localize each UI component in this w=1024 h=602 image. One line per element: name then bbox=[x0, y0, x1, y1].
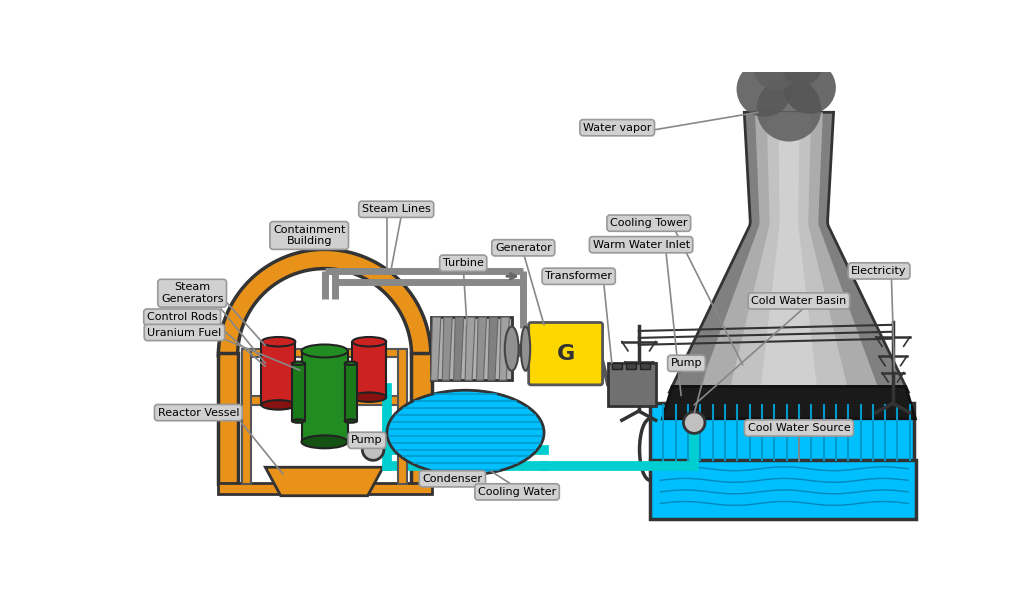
Bar bbox=[640, 363, 649, 370]
Ellipse shape bbox=[521, 326, 530, 371]
Text: Cold Water Basin: Cold Water Basin bbox=[752, 296, 847, 306]
Bar bbox=[345, 363, 357, 421]
Text: Reactor Vessel: Reactor Vessel bbox=[158, 408, 239, 418]
Polygon shape bbox=[265, 467, 383, 495]
Bar bbox=[243, 349, 406, 357]
FancyBboxPatch shape bbox=[528, 323, 602, 385]
Text: Containment
Building: Containment Building bbox=[273, 225, 345, 246]
Ellipse shape bbox=[387, 390, 544, 475]
Circle shape bbox=[362, 439, 384, 461]
Polygon shape bbox=[454, 317, 464, 380]
Text: Control Rods: Control Rods bbox=[146, 312, 217, 322]
Circle shape bbox=[683, 412, 705, 433]
Circle shape bbox=[769, 31, 804, 67]
Bar bbox=[411, 353, 432, 484]
Text: Electricity: Electricity bbox=[851, 266, 906, 276]
Polygon shape bbox=[670, 113, 908, 392]
Ellipse shape bbox=[301, 435, 348, 448]
Ellipse shape bbox=[261, 400, 295, 409]
Text: Pump: Pump bbox=[671, 358, 702, 368]
Circle shape bbox=[783, 61, 836, 114]
Text: Transformer: Transformer bbox=[545, 272, 612, 281]
Polygon shape bbox=[431, 317, 441, 380]
Text: G: G bbox=[556, 344, 574, 364]
Polygon shape bbox=[500, 317, 509, 380]
Bar bbox=[243, 396, 406, 405]
Bar bbox=[292, 363, 304, 421]
Bar bbox=[352, 342, 386, 397]
Text: Cool Water Source: Cool Water Source bbox=[748, 423, 850, 433]
Text: Steam Lines: Steam Lines bbox=[361, 204, 430, 214]
Bar bbox=[611, 363, 622, 370]
Circle shape bbox=[763, 20, 792, 50]
Bar bbox=[217, 483, 432, 494]
Circle shape bbox=[757, 77, 821, 141]
Polygon shape bbox=[760, 113, 817, 392]
Text: Turbine: Turbine bbox=[442, 258, 483, 268]
Circle shape bbox=[754, 45, 798, 90]
Bar bbox=[397, 349, 407, 484]
Text: Condenser: Condenser bbox=[423, 474, 482, 484]
Ellipse shape bbox=[352, 393, 386, 402]
Bar bbox=[626, 363, 636, 370]
Text: Cooling Tower: Cooling Tower bbox=[610, 218, 687, 228]
Text: Pump: Pump bbox=[351, 435, 383, 445]
Bar bbox=[243, 349, 252, 484]
Text: Uranium Fuel: Uranium Fuel bbox=[147, 327, 221, 338]
Polygon shape bbox=[698, 113, 880, 392]
Polygon shape bbox=[476, 317, 486, 380]
Bar bbox=[608, 363, 655, 406]
Circle shape bbox=[781, 44, 823, 85]
Polygon shape bbox=[650, 459, 915, 519]
Bar bbox=[650, 403, 913, 461]
Ellipse shape bbox=[301, 344, 348, 358]
Polygon shape bbox=[729, 113, 849, 392]
Polygon shape bbox=[218, 249, 431, 356]
Bar bbox=[261, 342, 295, 405]
Text: Cooling Water: Cooling Water bbox=[478, 487, 556, 497]
Ellipse shape bbox=[345, 420, 357, 423]
Ellipse shape bbox=[352, 337, 386, 347]
Bar bbox=[431, 317, 512, 380]
Polygon shape bbox=[442, 317, 453, 380]
Text: Water vapor: Water vapor bbox=[583, 123, 651, 132]
Text: Steam
Generators: Steam Generators bbox=[161, 282, 223, 304]
Ellipse shape bbox=[345, 362, 357, 365]
Text: Warm Water Inlet: Warm Water Inlet bbox=[593, 240, 689, 250]
Polygon shape bbox=[465, 317, 475, 380]
Circle shape bbox=[736, 61, 792, 117]
Ellipse shape bbox=[292, 362, 304, 365]
Ellipse shape bbox=[505, 326, 518, 371]
Polygon shape bbox=[663, 386, 915, 419]
Bar bbox=[301, 351, 348, 442]
Ellipse shape bbox=[261, 337, 295, 347]
Polygon shape bbox=[488, 317, 498, 380]
Text: Generator: Generator bbox=[495, 243, 552, 253]
Bar bbox=[217, 353, 239, 484]
Ellipse shape bbox=[292, 420, 304, 423]
